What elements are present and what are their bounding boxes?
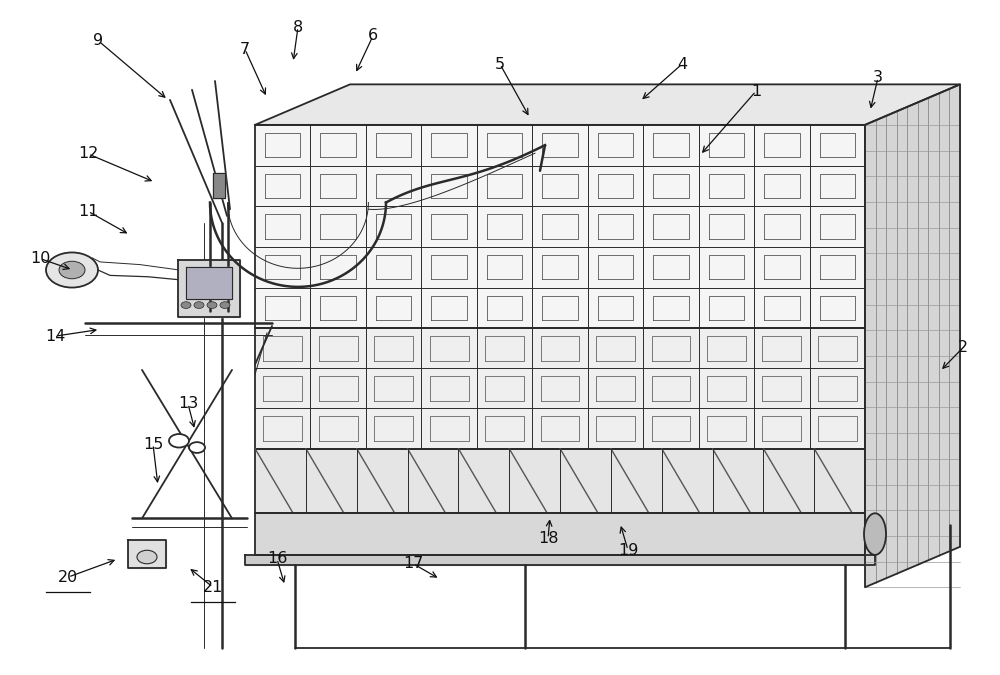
Text: 14: 14 <box>45 329 65 344</box>
Text: 21: 21 <box>203 580 223 595</box>
Text: 17: 17 <box>403 556 423 571</box>
Circle shape <box>181 302 191 308</box>
Ellipse shape <box>864 513 886 555</box>
Polygon shape <box>213 173 225 198</box>
Text: 5: 5 <box>495 57 505 72</box>
Circle shape <box>220 302 230 308</box>
Text: 12: 12 <box>78 146 98 161</box>
Text: 19: 19 <box>618 543 638 558</box>
Circle shape <box>194 302 204 308</box>
Polygon shape <box>186 267 232 299</box>
Text: 9: 9 <box>93 33 103 48</box>
Text: 18: 18 <box>538 531 558 546</box>
Text: 4: 4 <box>677 57 687 72</box>
Text: 20: 20 <box>58 570 78 585</box>
Text: 3: 3 <box>873 70 883 85</box>
Circle shape <box>169 434 189 448</box>
Polygon shape <box>255 328 865 449</box>
Text: 8: 8 <box>293 20 303 34</box>
Polygon shape <box>255 513 865 555</box>
Polygon shape <box>255 449 865 513</box>
Polygon shape <box>128 540 166 568</box>
Text: 11: 11 <box>78 204 98 219</box>
Text: 13: 13 <box>178 396 198 411</box>
Circle shape <box>137 550 157 564</box>
Polygon shape <box>255 84 960 125</box>
Text: 2: 2 <box>958 340 968 355</box>
Text: 10: 10 <box>30 251 50 266</box>
Text: 7: 7 <box>240 42 250 57</box>
Text: 15: 15 <box>143 437 163 452</box>
Text: 1: 1 <box>751 84 761 99</box>
Polygon shape <box>178 260 240 317</box>
Text: 6: 6 <box>368 28 378 43</box>
Circle shape <box>189 442 205 453</box>
Polygon shape <box>255 125 865 328</box>
Circle shape <box>207 302 217 308</box>
Polygon shape <box>865 84 960 587</box>
Circle shape <box>46 252 98 288</box>
Text: 16: 16 <box>267 551 287 566</box>
Circle shape <box>59 261 85 279</box>
Polygon shape <box>245 555 875 565</box>
